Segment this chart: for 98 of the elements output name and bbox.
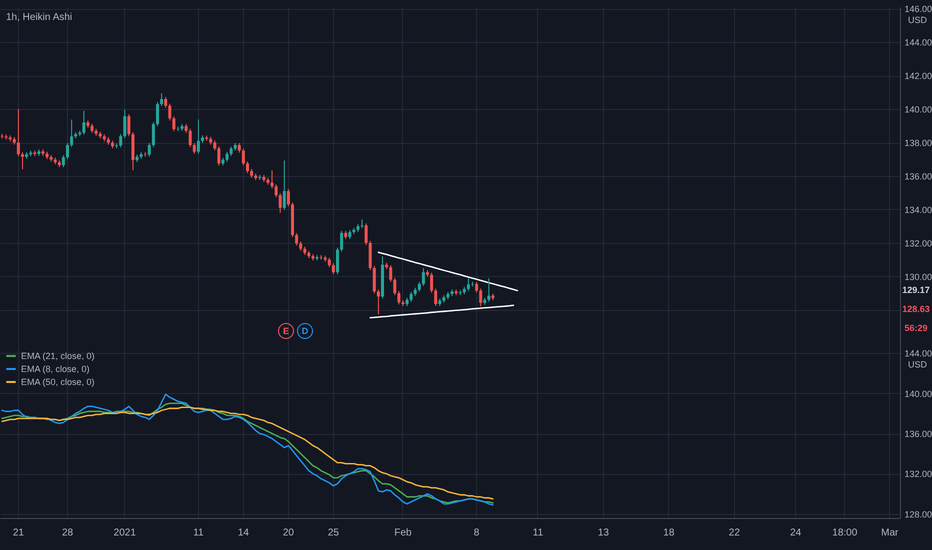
candlestick xyxy=(168,103,172,121)
text: 56:29 xyxy=(904,323,928,333)
x-tick-label: 28 xyxy=(62,528,74,538)
x-tick-label: Mar xyxy=(881,528,900,538)
y-tick-label: 144.00 xyxy=(904,348,932,359)
candlestick xyxy=(479,288,482,308)
line-series xyxy=(378,252,518,292)
candlestick xyxy=(282,160,286,210)
candlestick xyxy=(340,230,344,252)
x-tick-label: 22 xyxy=(728,528,740,538)
candlestick xyxy=(270,170,274,189)
candlestick xyxy=(286,188,290,207)
candlestick xyxy=(397,290,400,305)
candlestick xyxy=(475,281,478,294)
candlestick xyxy=(160,92,164,107)
candlestick xyxy=(226,151,229,162)
y-tick-label: 144.00 xyxy=(904,38,932,48)
y-tick-label: 134.00 xyxy=(904,204,932,215)
candlestick xyxy=(328,257,331,268)
text: 129.17 xyxy=(902,285,930,295)
candlestick xyxy=(332,262,335,275)
candlestick xyxy=(487,278,490,302)
candlestick xyxy=(21,152,24,170)
y-tick-label: 138.00 xyxy=(904,138,932,148)
candlestick xyxy=(217,146,220,166)
candlestick xyxy=(196,119,200,154)
candlestick xyxy=(246,160,249,174)
candlestick xyxy=(66,142,69,160)
annotation: E xyxy=(282,326,290,336)
x-tick-label: 21 xyxy=(12,528,24,538)
y-tick-label: 132.00 xyxy=(904,238,932,248)
y-tick-label: 140.00 xyxy=(904,104,932,115)
x-tick-label: 13 xyxy=(598,528,610,538)
candlestick xyxy=(123,109,126,139)
x-tick-label: 8 xyxy=(474,528,480,538)
candlestick xyxy=(336,247,339,275)
candlestick xyxy=(148,142,151,158)
candlestick xyxy=(418,281,421,292)
candlestick xyxy=(62,154,65,168)
line-series xyxy=(370,304,514,318)
candlestick xyxy=(70,119,74,148)
candlestick xyxy=(164,96,168,108)
candlestick xyxy=(16,108,20,157)
candlestick xyxy=(192,142,196,154)
candlestick xyxy=(364,222,368,246)
y-tick-label: 140.00 xyxy=(904,388,932,399)
candlestick xyxy=(127,114,130,137)
chart-title: 1h, Heikin Ashi xyxy=(6,12,72,23)
candlestick xyxy=(238,142,241,154)
x-tick-label: 18:00 xyxy=(832,528,858,538)
y-axis-title: USD xyxy=(908,15,928,26)
candlestick xyxy=(389,264,392,282)
y-tick-label: 130.00 xyxy=(904,272,932,282)
candlestick xyxy=(152,122,155,148)
candlestick xyxy=(422,268,425,286)
candlestick xyxy=(274,184,278,198)
x-tick-label: 14 xyxy=(238,528,250,538)
candlestick xyxy=(242,148,245,166)
x-tick-label: 2021 xyxy=(114,528,136,538)
y-tick-label: 128.00 xyxy=(904,509,932,520)
candlestick xyxy=(410,291,413,302)
x-tick-label: 18 xyxy=(663,528,675,538)
candlestick xyxy=(466,278,470,292)
candlestick xyxy=(376,288,380,315)
candlestick xyxy=(144,152,147,158)
candlestick xyxy=(434,288,438,307)
candlestick xyxy=(430,272,434,294)
y-tick-label: 132.00 xyxy=(904,469,932,480)
x-tick-label: 11 xyxy=(532,528,544,538)
annotation: D xyxy=(302,326,309,336)
y-axis-title: USD xyxy=(908,360,928,370)
candlestick xyxy=(156,102,159,127)
legend-label: EMA (21, close, 0) xyxy=(21,351,95,361)
x-tick-label: 25 xyxy=(328,528,340,538)
candlestick xyxy=(188,128,192,148)
text: 128.63 xyxy=(902,304,930,314)
candlestick xyxy=(90,123,94,134)
y-tick-label: 146.00 xyxy=(904,4,932,14)
y-tick-label: 136.00 xyxy=(904,172,932,182)
x-tick-label: 24 xyxy=(790,528,802,538)
candlestick xyxy=(295,232,298,246)
candlestick xyxy=(299,240,302,252)
candlestick xyxy=(278,192,282,214)
candlestick xyxy=(172,116,176,132)
candlestick xyxy=(119,134,122,148)
legend-label: EMA (8, close, 0) xyxy=(21,364,90,374)
candlestick xyxy=(213,140,216,151)
legend-label: EMA (50, close, 0) xyxy=(21,377,95,387)
candlestick xyxy=(348,230,352,240)
x-tick-label: 20 xyxy=(282,528,294,538)
x-tick-label: Feb xyxy=(394,528,412,538)
candlestick xyxy=(393,277,396,296)
x-tick-label: 11 xyxy=(193,528,204,538)
candlestick xyxy=(372,266,376,294)
y-tick-label: 142.00 xyxy=(904,71,932,82)
candlestick xyxy=(230,146,233,156)
candlestick xyxy=(82,110,86,136)
y-tick-label: 136.00 xyxy=(904,429,932,440)
